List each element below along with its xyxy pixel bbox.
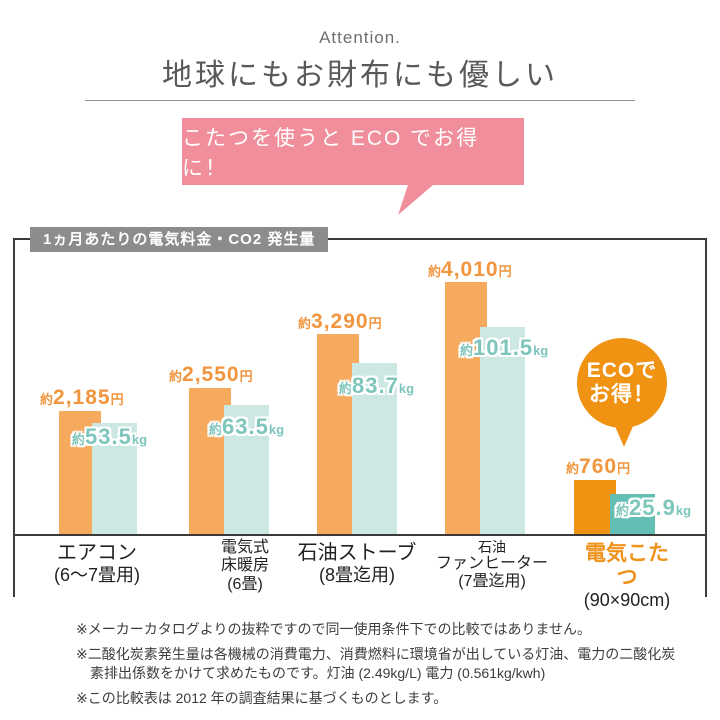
category-oil-stove: 石油ストーブ (8畳迄用) (297, 542, 417, 585)
category-kotatsu: 電気こたつ (90×90cm) (583, 542, 671, 611)
co2-bar-floor-heating (224, 405, 269, 534)
header-divider (85, 100, 635, 101)
footnote-1: ※メーカーカタログよりの抜粋ですので同一使用条件下での比較ではありません。 (76, 621, 592, 637)
category-floor-heating: 電気式 床暖房 (6畳) (220, 539, 270, 593)
chart-title-badge: 1ヵ月あたりの電気料金・CO2 発生量 (30, 227, 329, 252)
eyebrow-text: Attention. (319, 28, 401, 47)
price-label-floor-heating: 約 2,550 円 (169, 363, 253, 386)
speech-bubble-tail-icon (398, 185, 433, 215)
eco-badge-tail-icon (614, 424, 634, 447)
speech-bubble-text: こたつを使うと ECO でお得に！ (182, 126, 480, 180)
price-label-fan-heater: 約 4,010 円 (428, 258, 512, 281)
co2-label-kotatsu: 約 25.9 kg (616, 495, 692, 520)
eco-badge-line1: ECOで (586, 358, 658, 382)
co2-bar-fan-heater (480, 327, 525, 534)
price-bar-kotatsu (574, 480, 616, 534)
category-aircon: エアコン (6〜7畳用) (53, 542, 141, 585)
co2-bar-kotatsu (610, 494, 655, 534)
category-axis: エアコン (6〜7畳用) 電気式 床暖房 (6畳) 石油ストーブ (8畳迄用) … (15, 534, 705, 610)
co2-label-aircon: 約 53.5 kg (72, 424, 148, 449)
category-fan-heater: 石油 ファンヒーター (7畳迄用) (435, 539, 549, 591)
co2-label-fan-heater: 約 101.5 kg (460, 335, 549, 360)
speech-bubble: こたつを使うと ECO でお得に！ (182, 118, 524, 185)
footnote-2: ※二酸化炭素発生量は各機械の消費電力、消費燃料に環境省が出している灯油、電力の二… (76, 645, 676, 682)
co2-bar-oil-stove (352, 363, 397, 534)
eco-badge-line2: お得！ (589, 383, 655, 406)
co2-label-oil-stove: 約 83.7 kg (339, 373, 415, 398)
co2-bar-aircon (92, 423, 137, 534)
footnote-3: ※この比較表は 2012 年の調査結果に基づくものとします。 (76, 689, 448, 706)
co2-label-floor-heating: 約 63.5 kg (209, 414, 285, 439)
price-label-kotatsu: 約 760 円 (566, 455, 631, 478)
page-title: 地球にもお財布にも優しい (162, 59, 558, 92)
footnotes: ※メーカーカタログよりの抜粋ですので同一使用条件下での比較ではありません。 ※二… (76, 620, 676, 713)
price-label-aircon: 約 2,185 円 (40, 386, 124, 409)
price-label-oil-stove: 約 3,290 円 (298, 310, 382, 333)
chart-panel: 約 2,185 円 約 53.5 kg 約 2,550 円 約 63.5 kg … (13, 238, 707, 610)
eco-badge: ECOで お得！ (577, 338, 667, 428)
